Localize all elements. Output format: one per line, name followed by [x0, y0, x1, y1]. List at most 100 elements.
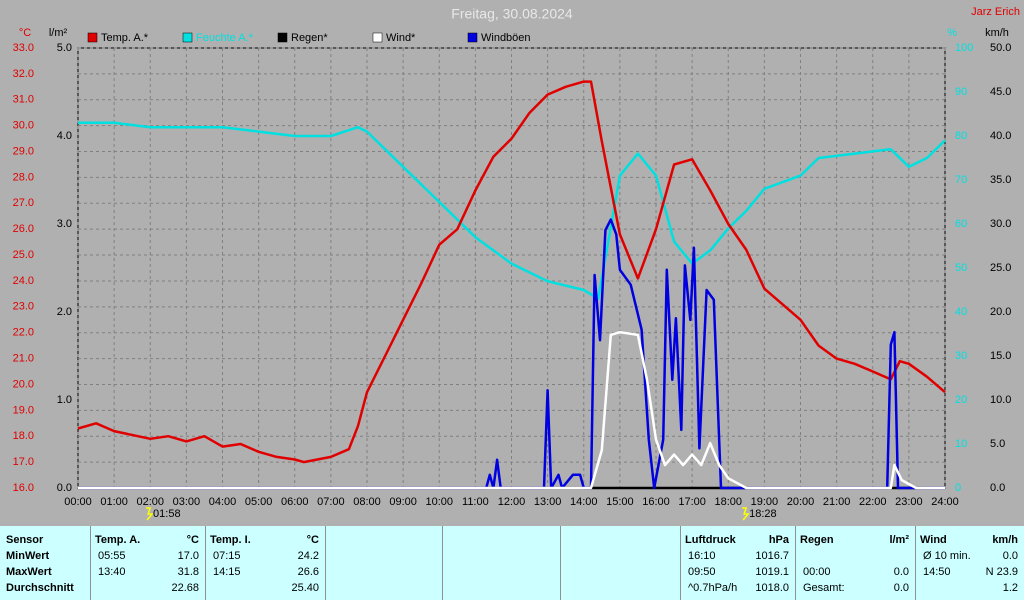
legend-swatch: [277, 32, 288, 43]
marker-icon: [146, 507, 154, 521]
y-tick-label: 25.0: [13, 249, 34, 261]
x-tick-label: 18:00: [714, 496, 742, 508]
y-tick-label: 29.0: [13, 145, 34, 157]
y-tick-label: 40: [955, 306, 967, 318]
stats-table: Sensor MinWert MaxWert Durchschnitt Temp. A.…: [0, 526, 1024, 600]
x-tick-label: 01:00: [100, 496, 128, 508]
y-tick-label: 50.0: [990, 42, 1011, 54]
stat-time: 14:50: [923, 566, 951, 578]
legend-label: Windböen: [481, 32, 531, 44]
group-title: Regen: [800, 534, 834, 546]
y-tick-label: 100: [955, 42, 973, 54]
stat-value: 1.2: [1002, 582, 1018, 594]
stat-time: 00:00: [803, 566, 831, 578]
x-tick-label: 02:00: [136, 496, 164, 508]
stat-time: Gesamt:: [803, 582, 845, 594]
x-tick-label: 16:00: [642, 496, 670, 508]
legend-label: Wind*: [386, 32, 416, 44]
y-tick-label: 24.0: [13, 275, 34, 287]
y-tick-label: 20.0: [990, 306, 1011, 318]
stat-value: 22.68: [171, 582, 199, 594]
x-tick-label: 08:00: [353, 496, 381, 508]
y-tick-label: 15.0: [990, 350, 1011, 362]
x-tick-label: 21:00: [823, 496, 851, 508]
x-tick-label: 13:00: [534, 496, 562, 508]
chart-title: Freitag, 30.08.2024: [451, 6, 573, 22]
y-tick-label: 30.0: [990, 218, 1011, 230]
y-tick-label: 33.0: [13, 42, 34, 54]
y-tick-label: 26.0: [13, 223, 34, 235]
stats-cell: [90, 526, 206, 600]
row-label: MaxWert: [6, 566, 52, 578]
x-tick-label: 04:00: [209, 496, 237, 508]
y2-axis-label: %: [947, 27, 957, 39]
row-label: Durchschnitt: [6, 582, 74, 594]
legend-swatch: [87, 32, 98, 43]
y-tick-label: 35.0: [990, 174, 1011, 186]
y-tick-label: 5.0: [990, 438, 1005, 450]
row-label: Sensor: [6, 534, 44, 546]
legend-label: Temp. A.*: [101, 32, 149, 44]
x-tick-label: 14:00: [570, 496, 598, 508]
row-label: MinWert: [6, 550, 50, 562]
y-tick-label: 0: [955, 482, 961, 494]
series-line: [78, 218, 945, 490]
x-tick-label: 11:00: [462, 496, 489, 508]
legend-swatch: [467, 32, 478, 43]
marker-label: 01:58: [153, 508, 181, 520]
empty-cell: [325, 526, 443, 600]
series-line: [78, 121, 946, 301]
x-tick-label: 19:00: [751, 496, 779, 508]
group-title: Temp. I.: [210, 534, 251, 546]
y-tick-label: 5.0: [57, 42, 72, 54]
legend-label: Regen*: [291, 32, 328, 44]
y-axis-label: °C: [19, 27, 31, 39]
stat-value: 24.2: [297, 550, 319, 562]
y-tick-label: 25.0: [990, 262, 1011, 274]
y-tick-label: 16.0: [13, 482, 34, 494]
x-tick-label: 15:00: [606, 496, 634, 508]
y-tick-label: 23.0: [13, 301, 34, 313]
y-tick-label: 18.0: [13, 430, 34, 442]
y-tick-label: 45.0: [990, 86, 1011, 98]
x-tick-label: 17:00: [678, 496, 706, 508]
group-title: Wind: [920, 534, 947, 546]
group-title: Luftdruck: [685, 534, 736, 546]
group-unit: km/h: [992, 534, 1018, 546]
stats-cell: [680, 526, 796, 600]
x-tick-label: 07:00: [317, 496, 345, 508]
stat-time: 09:50: [688, 566, 716, 578]
y-tick-label: 31.0: [13, 94, 34, 106]
x-tick-label: 12:00: [498, 496, 526, 508]
stat-value: 1016.7: [755, 550, 789, 562]
y4-axis-label: km/h: [985, 27, 1009, 39]
y3-axis-label: l/m²: [49, 27, 68, 39]
stat-value: 17.0: [177, 550, 199, 562]
stat-time: 05:55: [98, 550, 126, 562]
y-tick-label: 70: [955, 174, 967, 186]
y-tick-label: 40.0: [990, 130, 1011, 142]
stat-time: 07:15: [213, 550, 241, 562]
y-tick-label: 20: [955, 394, 967, 406]
stat-time: Ø 10 min.: [923, 550, 971, 562]
y-tick-label: 22.0: [13, 327, 34, 339]
x-tick-label: 10:00: [425, 496, 453, 508]
x-tick-label: 05:00: [245, 496, 273, 508]
y-tick-label: 0.0: [990, 482, 1005, 494]
y-tick-label: 0.0: [57, 482, 72, 494]
y-tick-label: 28.0: [13, 171, 34, 183]
stats-cell: [795, 526, 916, 600]
y-tick-label: 17.0: [13, 456, 34, 468]
group-unit: °C: [186, 534, 199, 546]
empty-cell: [560, 526, 681, 600]
y-tick-label: 20.0: [13, 378, 34, 390]
x-tick-label: 23:00: [895, 496, 923, 508]
stat-value: 1018.0: [755, 582, 789, 594]
y-tick-label: 30.0: [13, 120, 34, 132]
legend-swatch: [182, 32, 193, 43]
marker-icon: [742, 507, 750, 521]
y-tick-label: 19.0: [13, 404, 34, 416]
y-tick-label: 10: [955, 438, 967, 450]
y-tick-label: 90: [955, 86, 967, 98]
